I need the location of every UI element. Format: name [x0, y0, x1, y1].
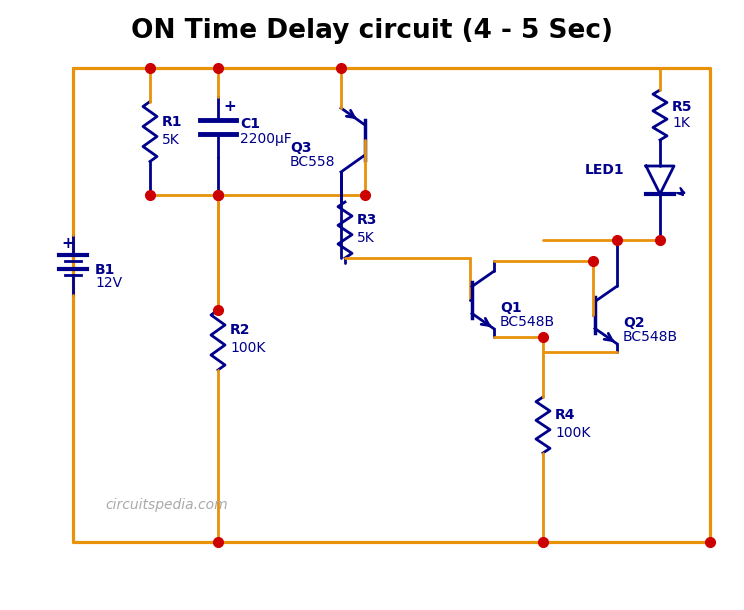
- Text: R5: R5: [672, 100, 693, 114]
- Text: +: +: [62, 235, 74, 251]
- Text: B1: B1: [95, 263, 115, 277]
- Text: R3: R3: [357, 213, 377, 227]
- Text: 5K: 5K: [162, 132, 180, 146]
- Text: 5K: 5K: [357, 231, 375, 245]
- Text: Q2: Q2: [623, 316, 644, 330]
- Text: 1K: 1K: [672, 116, 690, 130]
- Text: ON Time Delay circuit (4 - 5 Sec): ON Time Delay circuit (4 - 5 Sec): [131, 18, 613, 44]
- Text: Q3: Q3: [290, 141, 312, 155]
- Text: 2200μF: 2200μF: [240, 132, 292, 146]
- Text: LED1: LED1: [585, 163, 625, 177]
- Text: circuitspedia.com: circuitspedia.com: [105, 498, 228, 512]
- Text: 12V: 12V: [95, 276, 122, 290]
- Text: 100K: 100K: [230, 341, 266, 355]
- Text: R4: R4: [555, 408, 576, 422]
- Text: BC548B: BC548B: [500, 315, 555, 329]
- Text: +: +: [223, 99, 236, 114]
- Text: C1: C1: [240, 117, 260, 131]
- Text: 100K: 100K: [555, 426, 591, 440]
- Text: BC548B: BC548B: [623, 330, 678, 344]
- Text: BC558: BC558: [290, 155, 336, 169]
- Text: Q1: Q1: [500, 301, 522, 315]
- Text: R2: R2: [230, 323, 251, 337]
- Text: R1: R1: [162, 115, 182, 129]
